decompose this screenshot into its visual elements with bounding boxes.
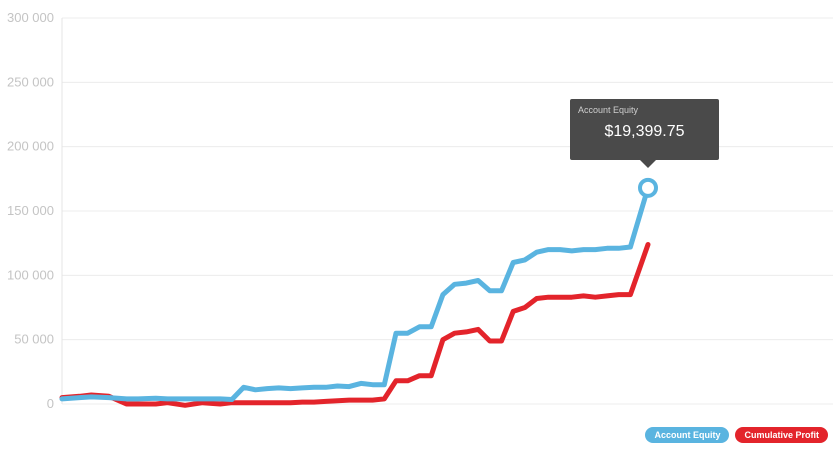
legend-item-account-equity[interactable]: Account Equity xyxy=(645,427,730,443)
series-lines xyxy=(59,185,651,408)
hover-tooltip: Account Equity $19,399.75 xyxy=(570,99,719,168)
y-tick-label: 300 000 xyxy=(7,10,54,25)
legend-item-cumulative-profit[interactable]: Cumulative Profit xyxy=(735,427,828,443)
y-tick-label: 50 000 xyxy=(14,332,54,347)
gridlines xyxy=(61,17,833,405)
y-tick-label: 100 000 xyxy=(7,267,54,282)
chart-legend: Account Equity Cumulative Profit xyxy=(645,427,828,443)
y-axis-ticks: 0 50 000 100 000 150 000 200 000 250 000 300 0… xyxy=(7,10,54,411)
series-line-account-equity xyxy=(59,185,651,402)
y-tick-label: 150 000 xyxy=(7,203,54,218)
hover-point-marker[interactable] xyxy=(638,177,658,198)
hover-markers xyxy=(638,177,658,198)
tooltip-series-label: Account Equity xyxy=(578,105,639,115)
y-tick-label: 0 xyxy=(47,396,54,411)
series-line-cumulative-profit xyxy=(59,242,651,408)
y-tick-label: 250 000 xyxy=(7,74,54,89)
tooltip-value: $19,399.75 xyxy=(604,123,685,140)
y-tick-label: 200 000 xyxy=(7,139,54,154)
